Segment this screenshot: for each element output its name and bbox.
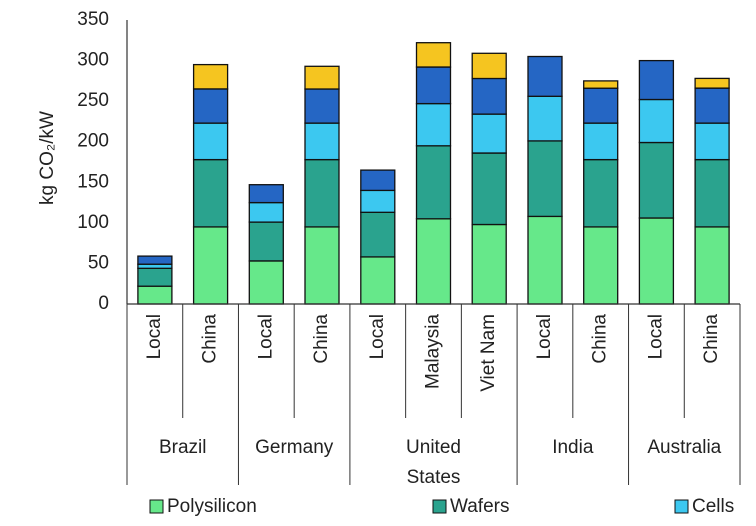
bar-segment-cells [694,122,730,161]
bar-segment-cells [248,201,284,223]
bar-segment-cells [583,122,619,161]
bar-segment-transport [304,65,340,90]
bar-segment-polysilicon [137,285,173,305]
bar-segment-modules [583,87,619,124]
x-category-label: Local [255,314,276,359]
bar-segment-cells [638,98,675,144]
x-group-label: United [406,437,461,458]
bar-segment-wafers [415,145,452,220]
bar-segment-transport [471,52,507,80]
bar-segment-polysilicon [192,226,229,305]
bar-segment-modules [137,255,173,265]
y-tick-label: 0 [98,293,109,314]
bar-segment-wafers [471,152,507,226]
x-category-label: China [590,314,611,364]
x-group-label: States [407,467,461,488]
legend-label: Polysilicon [167,496,257,517]
bar-segment-cells [192,122,229,161]
bars [137,42,730,305]
bar-segment-wafers [694,158,730,228]
bar-segment-wafers [638,141,675,219]
bar-segment-polysilicon [638,217,675,305]
x-category-label: Local [367,314,388,359]
bar-segment-polysilicon [583,226,619,305]
bar-segment-polysilicon [248,260,284,305]
bar-segment-modules [638,59,675,101]
legend-swatch [149,499,164,514]
bar-segment-polysilicon [694,226,730,305]
bar-segment-cells [527,95,563,142]
x-category-label: Malaysia [423,314,444,389]
bar-segment-modules [527,55,563,97]
bar-segment-polysilicon [360,256,396,305]
bar-segment-polysilicon [527,215,563,305]
x-category-label: China [701,314,722,364]
bar-segment-polysilicon [415,218,452,305]
bar-segment-transport [694,77,730,89]
bar-segment-modules [360,169,396,192]
x-category-label: Local [144,314,165,359]
bar-segment-modules [304,88,340,124]
x-category-label: Local [645,314,666,359]
x-group-label: India [552,437,594,458]
y-tick-label: 250 [77,90,109,111]
x-category-label: China [311,314,332,364]
y-tick-label: 200 [77,131,109,152]
y-axis-label: kg CO₂/kW [37,111,58,205]
x-group-label: Germany [255,437,334,458]
y-tick-label: 150 [77,171,109,192]
bar-segment-wafers [583,158,619,228]
legend-label: Wafers [450,496,509,517]
y-tick-label: 100 [77,212,109,233]
axes [126,20,741,485]
bar-segment-polysilicon [471,223,507,305]
bar-segment-wafers [527,140,563,218]
bar-segment-wafers [248,221,284,262]
y-axis-ticks: 0 50 100 150 200 250 300 350 [77,9,109,314]
y-tick-label: 300 [77,50,109,71]
bar-segment-cells [415,102,452,147]
bar-segment-modules [415,66,452,105]
x-group-label: Brazil [159,437,207,458]
bar-segment-transport [415,42,452,68]
bar-segment-polysilicon [304,226,340,305]
bar-segment-modules [694,87,730,124]
y-tick-label: 350 [77,9,109,30]
x-axis-group-labels: Brazil Germany United States India Australia [159,437,722,488]
bar-segment-modules [248,184,284,204]
bar-segment-cells [471,113,507,154]
bar-segment-wafers [137,267,173,287]
bar-segment-cells [360,189,396,213]
bar-segment-modules [471,77,507,115]
bar-segment-wafers [192,158,229,228]
bar-segment-wafers [304,158,340,228]
x-category-label: China [200,314,221,364]
bar-segment-modules [192,88,229,124]
bar-segment-wafers [360,211,396,258]
y-tick-label: 50 [88,252,109,273]
x-category-label: Local [534,314,555,359]
legend-swatch [674,499,689,514]
bar-segment-transport [192,63,229,90]
x-axis-category-labels: Local China Local China Local Malaysia Viet Na… [144,314,722,392]
legend-swatch [432,499,447,514]
legend-label: Cells [692,496,734,517]
x-category-label: Viet Nam [478,314,499,392]
legend: Polysilicon Wafers Cells [149,496,734,517]
x-group-label: Australia [647,437,721,458]
bar-segment-cells [304,122,340,161]
bar-segment-transport [583,80,619,89]
